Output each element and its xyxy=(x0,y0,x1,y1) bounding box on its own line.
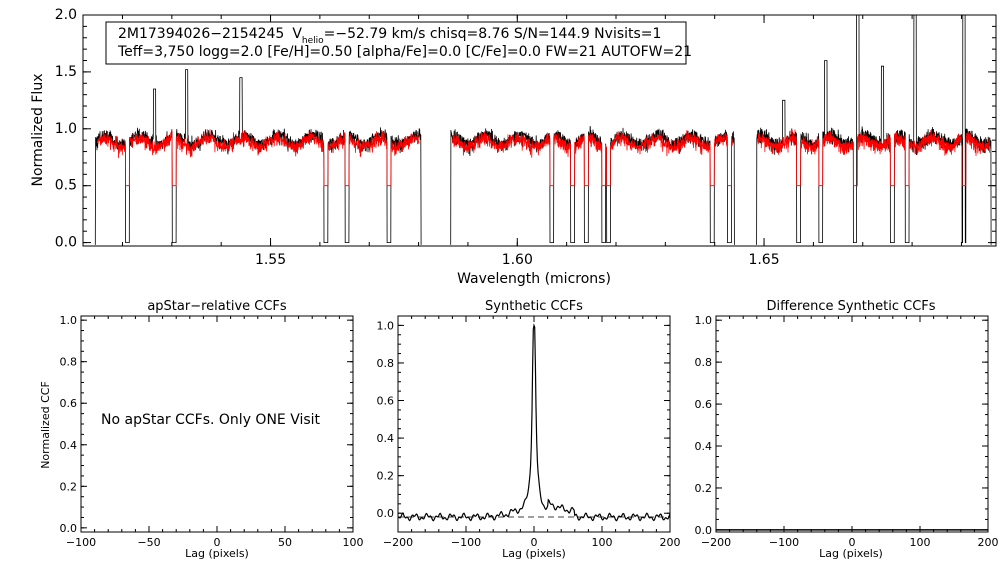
synthetic-x-tick-label: −200 xyxy=(383,536,413,549)
apstar-y-tick-label: 0.6 xyxy=(60,397,78,410)
spectrum-y-tick-label: 2.0 xyxy=(55,7,77,23)
apstar-panel-title: apStar−relative CCFs xyxy=(147,299,287,314)
apstar-y-tick-label: 0.8 xyxy=(60,356,78,369)
synthetic-x-tick-label: 200 xyxy=(660,536,681,549)
apstar-ccf-panel: apStar−relative CCFs −100 −50 0 50 100 0.0 0.2… xyxy=(39,299,364,560)
spectrum-info-box: 2M17394026−2154245 Vhelio=−52.79 km/s chi… xyxy=(105,21,692,65)
info-box-frame xyxy=(105,21,687,65)
spectrum-synthetic-line-chip-1 xyxy=(97,128,420,187)
difference-y-tick-label: 0.0 xyxy=(695,524,713,537)
apstar-y-tick-label: 0.0 xyxy=(60,522,78,535)
spectrum-synthetic-line-chip-2 xyxy=(452,130,733,187)
difference-x-tick-label: 200 xyxy=(978,536,999,549)
synthetic-x-axis-title: Lag (pixels) xyxy=(502,547,566,560)
difference-x-tick-label: 100 xyxy=(910,536,931,549)
synthetic-y-tick-label: 0.0 xyxy=(377,507,395,520)
synthetic-y-tick-label: 0.8 xyxy=(377,357,395,370)
difference-axes: −200 −100 0 100 200 0.0 0.2 0.4 0.6 0.8 1.0 xyxy=(695,314,999,549)
difference-x-tick-label: 0 xyxy=(849,536,856,549)
spectrum-frame xyxy=(82,14,997,247)
info-line-1-values: =−52.79 km/s chisq=8.76 S/N=144.9 Nvisit… xyxy=(324,26,662,42)
spectrum-x-axis-title: Wavelength (microns) xyxy=(457,271,611,287)
apstar-message: No apStar CCFs. Only ONE Visit xyxy=(101,412,321,428)
spectrum-x-tick-label: 1.55 xyxy=(255,252,286,268)
difference-ccf-panel: Difference Synthetic CCFs −200 −100 0 100 20… xyxy=(695,299,999,560)
synthetic-panel-title: Synthetic CCFs xyxy=(485,299,583,314)
synthetic-x-tick-label: −100 xyxy=(451,536,481,549)
difference-x-tick-label: −200 xyxy=(701,536,731,549)
synthetic-y-tick-label: 1.0 xyxy=(377,319,395,332)
spectrum-y-tick-label: 1.5 xyxy=(55,64,77,80)
info-star-id: 2M17394026−2154245 xyxy=(118,26,284,42)
apstar-x-tick-label: 100 xyxy=(343,536,364,549)
spectrum-y-tick-label: 0.0 xyxy=(55,235,77,251)
apstar-x-tick-label: 0 xyxy=(214,536,221,549)
difference-x-axis-title: Lag (pixels) xyxy=(819,547,883,560)
info-line-2: Teff=3,750 logg=2.0 [Fe/H]=0.50 [alpha/F… xyxy=(117,44,692,60)
spectrum-x-tick-label: 1.60 xyxy=(502,252,533,268)
difference-y-tick-label: 0.2 xyxy=(695,482,713,495)
apstar-x-tick-label: −100 xyxy=(66,536,96,549)
difference-y-tick-label: 0.6 xyxy=(695,398,713,411)
difference-y-tick-label: 0.4 xyxy=(695,440,713,453)
apstar-x-axis-title: Lag (pixels) xyxy=(185,547,249,560)
apstar-x-tick-label: 50 xyxy=(278,536,292,549)
spectrum-x-tick-label: 1.65 xyxy=(748,252,779,268)
synthetic-x-tick-label: 0 xyxy=(531,536,538,549)
info-v-subscript: helio xyxy=(302,36,324,46)
apstar-y-axis-title: Normalized CCF xyxy=(39,381,52,469)
synthetic-x-tick-label: 100 xyxy=(592,536,613,549)
synthetic-y-tick-label: 0.2 xyxy=(377,470,395,483)
spectrum-observed-line-chip-1 xyxy=(94,69,422,245)
difference-panel-title: Difference Synthetic CCFs xyxy=(766,299,935,314)
apstar-y-tick-label: 0.4 xyxy=(60,439,78,452)
difference-y-tick-label: 1.0 xyxy=(695,314,713,327)
difference-x-tick-label: −100 xyxy=(769,536,799,549)
apstar-axes: −100 −50 0 50 100 0.0 0.2 0.4 0.6 0.8 1.0 xyxy=(60,314,364,549)
info-line-1: 2M17394026−2154245 Vhelio=−52.79 km/s chi… xyxy=(118,26,661,46)
spectrum-synthetic-line-chip-3 xyxy=(757,129,990,187)
synthetic-frame xyxy=(397,315,671,533)
apstar-y-tick-label: 1.0 xyxy=(60,314,78,327)
difference-frame xyxy=(715,315,989,533)
spectrum-axes: 1.55 1.60 1.65 0.0 0.5 1.0 1.5 2.0 xyxy=(55,7,996,268)
apstar-y-tick-label: 0.2 xyxy=(60,480,78,493)
difference-y-tick-label: 0.8 xyxy=(695,356,713,369)
spectrum-y-axis-title: Normalized Flux xyxy=(30,74,46,187)
spectrum-y-tick-label: 0.5 xyxy=(55,178,77,194)
synthetic-y-tick-label: 0.4 xyxy=(377,432,395,445)
synthetic-ccf-panel: Synthetic CCFs −200 −100 0 100 200 0.0 0.2 0.4 0… xyxy=(377,299,681,560)
apstar-x-tick-label: −50 xyxy=(137,536,160,549)
spectrum-y-tick-label: 1.0 xyxy=(55,121,77,137)
synthetic-ccf-line xyxy=(397,323,671,522)
spectrum-plot-area xyxy=(94,14,992,245)
spectrum-observed-line-chip-3 xyxy=(756,14,992,245)
synthetic-y-tick-label: 0.6 xyxy=(377,395,395,408)
synthetic-plot-area xyxy=(397,323,671,522)
synthetic-axes: −200 −100 0 100 200 0.0 0.2 0.4 0.6 0.8 1.0 xyxy=(377,315,681,549)
spectrum-panel: 1.55 1.60 1.65 0.0 0.5 1.0 1.5 2.0 2M17394026−2… xyxy=(30,7,997,287)
info-v-label: V xyxy=(292,26,302,42)
